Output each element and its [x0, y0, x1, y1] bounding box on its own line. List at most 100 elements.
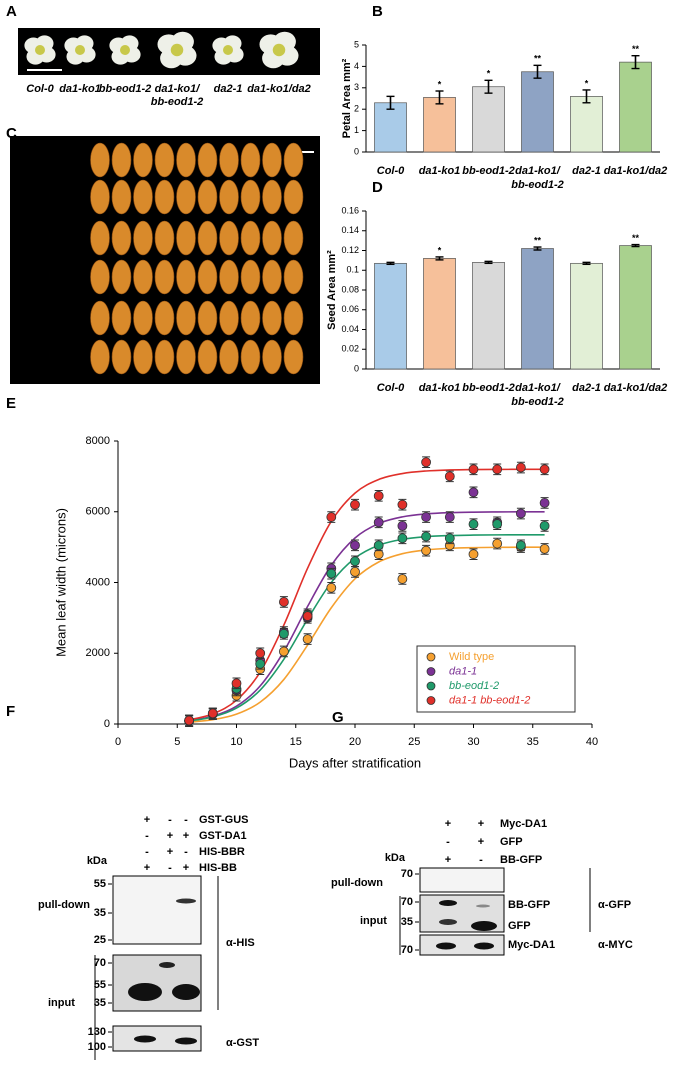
x-tick-label: da1-ko1/bb-eod1-2 [511, 165, 564, 191]
flower-center [170, 43, 184, 57]
seed [111, 179, 132, 215]
legend-marker [426, 681, 436, 691]
seed [111, 142, 132, 178]
condition-name: HIS-BB [199, 862, 237, 874]
point [255, 648, 266, 659]
marker-label: 35 [94, 907, 106, 919]
band [476, 904, 490, 908]
x-tick-label: Col-0 [377, 165, 405, 177]
marker-label: 70 [401, 868, 413, 880]
point [444, 512, 455, 522]
seed [90, 142, 110, 178]
band [436, 942, 456, 950]
y-tick-label: 2 [354, 104, 359, 114]
condition-mark: + [167, 846, 173, 858]
point [350, 566, 360, 577]
y-tick-label: 0.16 [341, 205, 359, 215]
bar [472, 86, 505, 153]
flower-center [75, 45, 85, 55]
y-axis-label: Seed Area mm² [326, 250, 338, 330]
seed [197, 220, 218, 256]
point [397, 499, 408, 510]
section-label: pull-down [331, 877, 383, 889]
section-label: pull-down [38, 899, 90, 911]
x-tick-label: 20 [349, 736, 361, 748]
x-tick-label: 35 [527, 736, 539, 748]
x-tick-label: 0 [115, 736, 121, 748]
y-tick-label: 0.02 [341, 344, 359, 354]
condition-mark: - [184, 846, 188, 858]
seed [197, 179, 218, 215]
seed [219, 179, 239, 215]
row-label: da1 ko/ bb-eod1-2 [14, 265, 86, 290]
y-tick-label: 0.12 [341, 245, 359, 255]
point [539, 521, 550, 531]
band [134, 1035, 156, 1043]
seed [111, 300, 132, 336]
bar [423, 258, 456, 370]
point [397, 521, 408, 531]
point [516, 540, 526, 551]
y-tick-label: 6000 [86, 506, 110, 518]
seed [111, 339, 132, 375]
seed [197, 339, 218, 375]
y-tick-label: 8000 [86, 435, 110, 447]
point [278, 597, 289, 607]
y-tick-label: 0.1 [346, 265, 359, 275]
category-label: Col-0 [26, 83, 54, 95]
point [492, 538, 503, 549]
point [373, 517, 384, 528]
x-tick-label: 30 [467, 736, 479, 748]
point [421, 457, 432, 468]
bar [521, 71, 554, 153]
point [350, 556, 360, 567]
band [128, 983, 162, 1001]
seed [283, 259, 304, 295]
row-label: da1 ko/da2 [14, 345, 49, 370]
x-tick-label: da1-ko1/da2 [604, 382, 668, 394]
seed [240, 259, 261, 295]
point [350, 540, 360, 551]
point [539, 543, 550, 554]
bar [472, 262, 505, 370]
band-label: GFP [508, 920, 531, 932]
seed [240, 142, 261, 178]
seed [111, 259, 132, 295]
kda-label: kDa [87, 855, 108, 867]
band [172, 984, 200, 1000]
x-tick-label: da2-1 [572, 165, 601, 177]
point [421, 512, 432, 522]
y-tick-label: 0.04 [341, 324, 359, 334]
point [468, 519, 479, 530]
seed [176, 220, 196, 256]
significance-label: * [487, 69, 491, 79]
condition-name: Myc-DA1 [500, 818, 547, 830]
significance-label: * [438, 245, 442, 255]
point [421, 545, 432, 556]
condition-name: HIS-BBR [199, 846, 245, 858]
flower-center [223, 45, 233, 55]
bar [570, 262, 603, 370]
category-label: da2-1 [214, 83, 243, 95]
panel-label: B [372, 3, 383, 20]
legend-label: bb-eod1-2 [449, 680, 499, 692]
flower-center [120, 45, 130, 55]
seed [176, 142, 196, 178]
seed [154, 259, 175, 295]
point [373, 490, 384, 501]
bar [619, 61, 652, 153]
point [516, 508, 526, 519]
seed [133, 259, 153, 295]
legend-label: da1-1 [449, 665, 477, 677]
y-tick-label: 0 [354, 146, 359, 156]
seed [283, 179, 304, 215]
condition-mark: - [145, 830, 149, 842]
seed [133, 300, 153, 336]
seed [133, 142, 153, 178]
kda-label: kDa [385, 852, 406, 864]
x-tick-label: da1-ko1/da2 [604, 165, 668, 177]
seed [133, 339, 153, 375]
y-tick-label: 1 [354, 125, 359, 135]
y-tick-label: 0.06 [341, 304, 359, 314]
